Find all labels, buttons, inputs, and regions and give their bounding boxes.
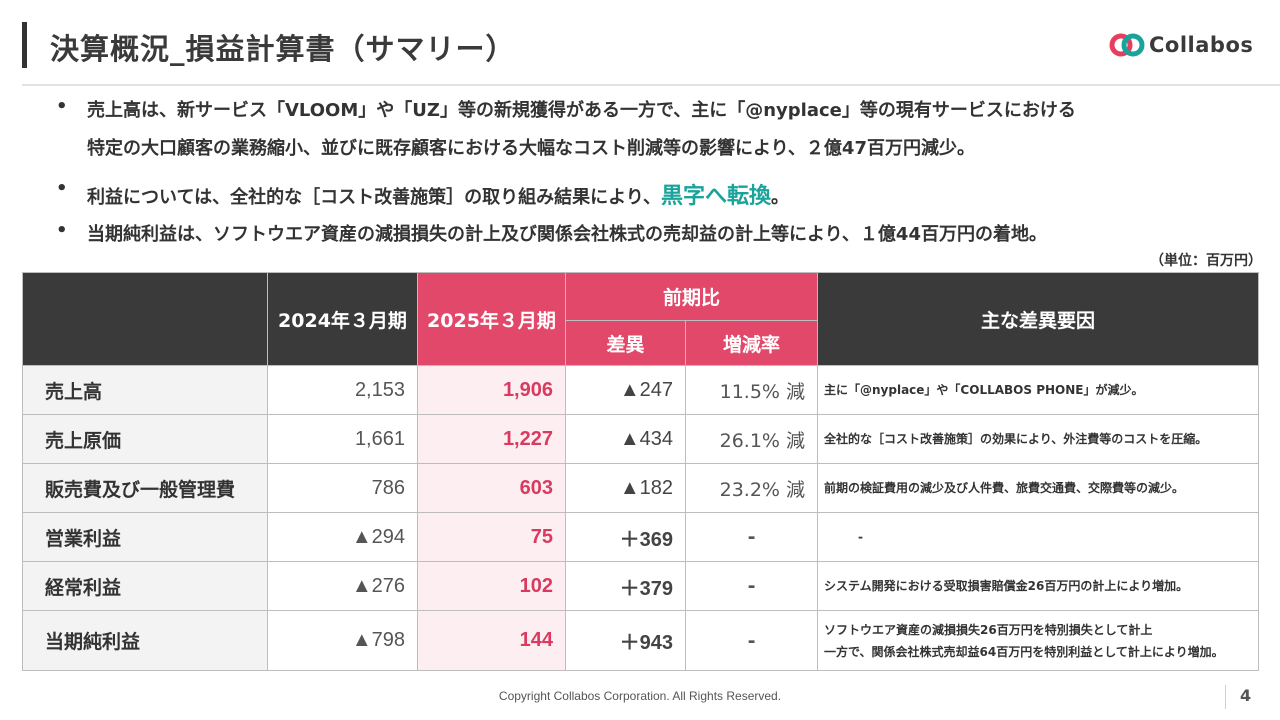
row-label: 当期純利益 bbox=[22, 610, 268, 671]
bullet-text-suffix: 。 bbox=[771, 187, 790, 208]
reason-note-line2: 一方で、関係会社株式売却益64百万円を特別利益として計上により増加。 bbox=[824, 644, 1224, 659]
reason-note: - bbox=[817, 512, 1260, 562]
row-label: 営業利益 bbox=[22, 512, 268, 562]
row-label: 売上原価 bbox=[22, 414, 268, 464]
copyright-text: Copyright Collabos Corporation. All Righ… bbox=[498, 689, 782, 703]
page-title: 決算概況_損益計算書（サマリー） bbox=[50, 32, 516, 66]
header-fy2025: 2025年３月期 bbox=[417, 272, 566, 366]
diff-value: ＋369 bbox=[565, 512, 686, 562]
fy2024-value: ▲798 bbox=[267, 610, 418, 671]
header-rate: 増減率 bbox=[684, 320, 819, 366]
page-number: 4 bbox=[1240, 686, 1252, 705]
reason-note: 全社的な［コスト改善施策］の効果により、外注費等のコストを圧縮。 bbox=[817, 414, 1260, 464]
diff-value: ▲247 bbox=[565, 365, 686, 415]
title-accent-bar bbox=[22, 22, 27, 68]
rate-value: 23.2% 減 bbox=[684, 463, 819, 513]
company-logo: Collabos bbox=[1107, 28, 1257, 62]
bullet-highlight: 黒字へ転換 bbox=[661, 184, 772, 209]
fy2025-value: 75 bbox=[417, 512, 566, 562]
bullet-text-main: 利益については、全社的な［コスト改善施策］の取り組み結果により、 bbox=[87, 187, 662, 208]
fy2024-value: 2,153 bbox=[267, 365, 418, 415]
fy2024-value: ▲276 bbox=[267, 561, 418, 611]
header-comparison: 前期比 bbox=[564, 272, 819, 321]
fy2025-value: 144 bbox=[417, 610, 566, 671]
header-diff: 差異 bbox=[565, 320, 686, 366]
bullet-text: 特定の大口顧客の業務縮小、並びに既存顧客における大幅なコスト削減等の影響により、… bbox=[87, 138, 975, 159]
bullet-dot: • bbox=[56, 96, 68, 117]
income-statement-table: 2024年３月期 2025年３月期 前期比 主な差異要因 差異 増減率 売上高 … bbox=[22, 272, 1260, 671]
bullet-dot: • bbox=[56, 178, 68, 199]
fy2024-value: ▲294 bbox=[267, 512, 418, 562]
fy2024-value: 786 bbox=[267, 463, 418, 513]
bullet-text: 利益については、全社的な［コスト改善施策］の取り組み結果により、黒字へ転換。 bbox=[87, 178, 789, 210]
table-row: 売上原価 1,661 1,227 ▲434 26.1% 減 全社的な［コスト改善… bbox=[22, 414, 1260, 464]
collabos-logo-icon bbox=[1109, 33, 1145, 57]
unit-label: （単位：百万円） bbox=[1150, 253, 1262, 269]
footer-divider bbox=[1225, 685, 1226, 709]
table-row: 経常利益 ▲276 102 ＋379 - システム開発における受取損害賠償金26… bbox=[22, 561, 1260, 611]
bullet-text: 売上高は、新サービス「VLOOM」や「UZ」等の新規獲得がある一方で、主に「@n… bbox=[87, 100, 1076, 121]
rate-value: 11.5% 減 bbox=[684, 365, 819, 415]
reason-note: 主に「@nyplace」や「COLLABOS PHONE」が減少。 bbox=[817, 365, 1260, 415]
rate-value: 26.1% 減 bbox=[684, 414, 819, 464]
rate-value: - bbox=[684, 561, 819, 611]
fy2025-value: 1,906 bbox=[417, 365, 566, 415]
rate-value: - bbox=[684, 512, 819, 562]
diff-value: ▲434 bbox=[565, 414, 686, 464]
row-label: 経常利益 bbox=[22, 561, 268, 611]
table-row: 販売費及び一般管理費 786 603 ▲182 23.2% 減 前期の検証費用の… bbox=[22, 463, 1260, 513]
bullet-dot: • bbox=[56, 220, 68, 241]
header-item-blank bbox=[22, 272, 268, 366]
reason-note-line1: ソフトウエア資産の減損損失26百万円を特別損失として計上 bbox=[824, 622, 1153, 637]
diff-value: ▲182 bbox=[565, 463, 686, 513]
logo-text: Collabos bbox=[1149, 33, 1254, 57]
fy2025-value: 102 bbox=[417, 561, 566, 611]
header-divider bbox=[22, 84, 1280, 86]
reason-note: システム開発における受取損害賠償金26百万円の計上により増加。 bbox=[817, 561, 1260, 611]
bullet-text: 当期純利益は、ソフトウエア資産の減損損失の計上及び関係会社株式の売却益の計上等に… bbox=[87, 224, 1047, 245]
row-label: 販売費及び一般管理費 bbox=[22, 463, 268, 513]
fy2024-value: 1,661 bbox=[267, 414, 418, 464]
reason-note: 前期の検証費用の減少及び人件費、旅費交通費、交際費等の減少。 bbox=[817, 463, 1260, 513]
table-row: 営業利益 ▲294 75 ＋369 - - bbox=[22, 512, 1260, 562]
fy2025-value: 1,227 bbox=[417, 414, 566, 464]
header-reasons: 主な差異要因 bbox=[817, 272, 1260, 366]
diff-value: ＋379 bbox=[565, 561, 686, 611]
reason-note: ソフトウエア資産の減損損失26百万円を特別損失として計上一方で、関係会社株式売却… bbox=[817, 610, 1260, 671]
table-row: 当期純利益 ▲798 144 ＋943 - ソフトウエア資産の減損損失26百万円… bbox=[22, 610, 1260, 671]
table-row: 売上高 2,153 1,906 ▲247 11.5% 減 主に「@nyplace… bbox=[22, 365, 1260, 415]
fy2025-value: 603 bbox=[417, 463, 566, 513]
header-fy2024: 2024年３月期 bbox=[267, 272, 418, 366]
row-label: 売上高 bbox=[22, 365, 268, 415]
rate-value: - bbox=[684, 610, 819, 671]
diff-value: ＋943 bbox=[565, 610, 686, 671]
